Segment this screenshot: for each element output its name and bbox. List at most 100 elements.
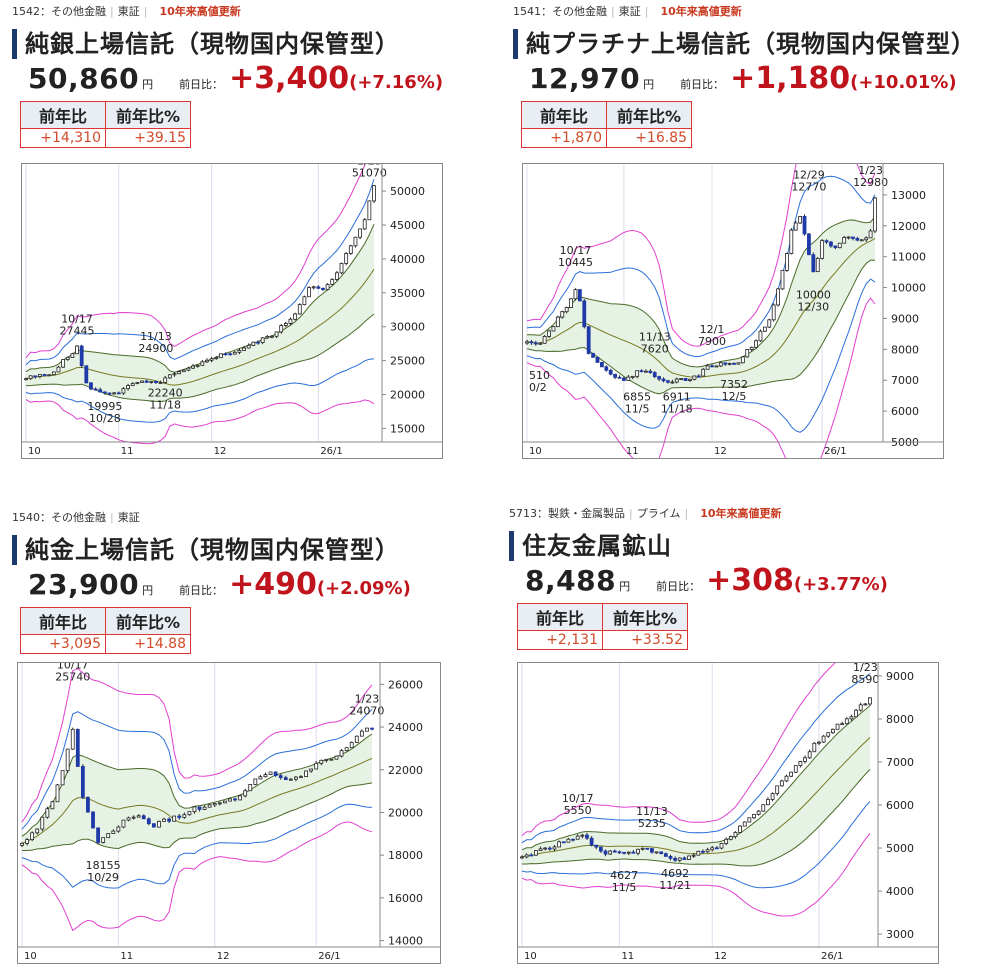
candle bbox=[163, 375, 168, 385]
price-annotation: 10/17 bbox=[562, 792, 594, 805]
candle bbox=[679, 378, 684, 381]
stock-code: 5713 bbox=[509, 507, 537, 520]
candle bbox=[154, 380, 158, 384]
band-line bbox=[521, 833, 871, 917]
market-category[interactable]: その他金融 bbox=[51, 511, 106, 524]
candle bbox=[304, 770, 308, 778]
candle bbox=[367, 200, 372, 221]
candle bbox=[330, 278, 335, 286]
candle bbox=[752, 813, 756, 820]
candle bbox=[589, 836, 594, 847]
candle bbox=[344, 252, 349, 266]
band-line bbox=[21, 668, 373, 823]
candle bbox=[561, 841, 566, 844]
candle bbox=[719, 842, 724, 850]
price: 8,488 bbox=[525, 564, 617, 597]
candle bbox=[762, 326, 767, 332]
price-annotation: 10/28 bbox=[89, 412, 121, 425]
stock-name[interactable]: 純銀上場信託（現物国内保管型） bbox=[12, 29, 482, 59]
candle bbox=[212, 802, 217, 808]
stock-chart-1542[interactable]: 10/17 27445 11/13 24900 19995 10/28 22240 11/18… bbox=[21, 134, 443, 459]
candle bbox=[835, 723, 840, 730]
band-line bbox=[527, 216, 876, 368]
stock-name[interactable]: 住友金属鉱山 bbox=[509, 531, 997, 561]
yoy-pct-value: +39.15 bbox=[105, 128, 191, 148]
candle bbox=[96, 827, 100, 844]
stock-chart-1540[interactable]: 10/17 25740 18155 10/29 1/23 24070 14000 16000 1… bbox=[17, 658, 441, 964]
candle bbox=[186, 366, 191, 372]
candle bbox=[639, 369, 644, 373]
price-annotation: 27445 bbox=[60, 324, 95, 337]
candle bbox=[309, 768, 314, 773]
candle bbox=[631, 850, 636, 854]
high-badge: 10年来高値更新 bbox=[700, 507, 782, 520]
candle bbox=[745, 349, 750, 358]
candle bbox=[283, 775, 288, 781]
yen-unit: 円 bbox=[619, 580, 631, 593]
candle bbox=[135, 381, 140, 385]
stock-chart-5713[interactable]: 10/17 5550 11/13 5235 4627 11/5 4692 11/21 1/23 8… bbox=[517, 641, 939, 964]
diff-percent: (+2.09%) bbox=[316, 578, 411, 599]
diff-value: +3,400 bbox=[229, 61, 350, 96]
candle bbox=[586, 325, 591, 355]
price-row: 8,488 円 前日比： +308(+3.77%) bbox=[509, 561, 997, 601]
stock-chart-1541[interactable]: 10/17 10445 510 0/2 11/13 7620 12/1 7900 6855 11/… bbox=[522, 122, 944, 491]
candle bbox=[126, 816, 131, 822]
yoy-table: 前年比 前年比% +2,131 +33.52 bbox=[517, 603, 688, 650]
candle bbox=[79, 344, 84, 368]
y-tick-label: 9000 bbox=[891, 312, 919, 325]
x-tick-label: 10 bbox=[524, 951, 537, 962]
candle bbox=[278, 773, 283, 780]
candle bbox=[608, 368, 613, 376]
candle bbox=[47, 374, 52, 377]
candle bbox=[307, 286, 311, 298]
candle bbox=[761, 804, 766, 812]
candle bbox=[177, 370, 182, 375]
y-tick-label: 6000 bbox=[891, 405, 919, 418]
candle bbox=[353, 236, 358, 248]
candle bbox=[817, 740, 821, 746]
stock-name[interactable]: 純プラチナ上場信託（現物国内保管型） bbox=[513, 29, 1001, 59]
candle bbox=[214, 355, 219, 360]
candle bbox=[339, 749, 344, 758]
candle bbox=[56, 365, 61, 373]
candle bbox=[167, 817, 172, 823]
band-line bbox=[25, 358, 375, 423]
candle bbox=[167, 374, 172, 379]
y-tick-label: 20000 bbox=[390, 389, 425, 402]
market-category[interactable]: その他金融 bbox=[552, 5, 607, 18]
y-tick-label: 40000 bbox=[390, 253, 425, 266]
candle bbox=[740, 355, 745, 364]
candle bbox=[858, 702, 863, 712]
candle bbox=[86, 796, 90, 813]
candle bbox=[222, 800, 227, 804]
y-tick-label: 16000 bbox=[388, 892, 423, 905]
candle bbox=[666, 379, 670, 384]
candle bbox=[520, 855, 524, 860]
candle bbox=[60, 770, 65, 786]
y-tick-label: 18000 bbox=[388, 849, 423, 862]
candle bbox=[65, 356, 70, 361]
candle bbox=[253, 778, 258, 786]
candle bbox=[191, 363, 195, 370]
y-tick-label: 6000 bbox=[886, 799, 914, 812]
market-category[interactable]: 製鉄・金属製品 bbox=[548, 507, 625, 520]
candle bbox=[622, 376, 626, 382]
candle bbox=[803, 755, 807, 764]
candle bbox=[140, 380, 144, 383]
chart-svg: 10/17104455100/211/13762012/17900685511/… bbox=[523, 122, 943, 491]
candle bbox=[551, 326, 556, 332]
panel-5713: 5713：製鉄・金属製品 | プライム | 10年来高値更新 住友金属鉱山 8,488 円… bbox=[509, 506, 997, 650]
candle bbox=[228, 352, 233, 356]
stock-meta: 1540：その他金融 | 東証 bbox=[12, 511, 140, 524]
price-annotation: 5550 bbox=[564, 804, 592, 817]
stock-name[interactable]: 純金上場信託（現物国内保管型） bbox=[12, 535, 482, 565]
market-category[interactable]: その他金融 bbox=[51, 5, 106, 18]
candle bbox=[608, 849, 613, 855]
candle bbox=[359, 729, 364, 737]
band-line bbox=[526, 278, 876, 433]
yoy-pct-header: 前年比% bbox=[105, 101, 191, 129]
candle bbox=[566, 837, 571, 843]
y-tick-label: 20000 bbox=[388, 806, 423, 819]
candle bbox=[217, 801, 222, 806]
